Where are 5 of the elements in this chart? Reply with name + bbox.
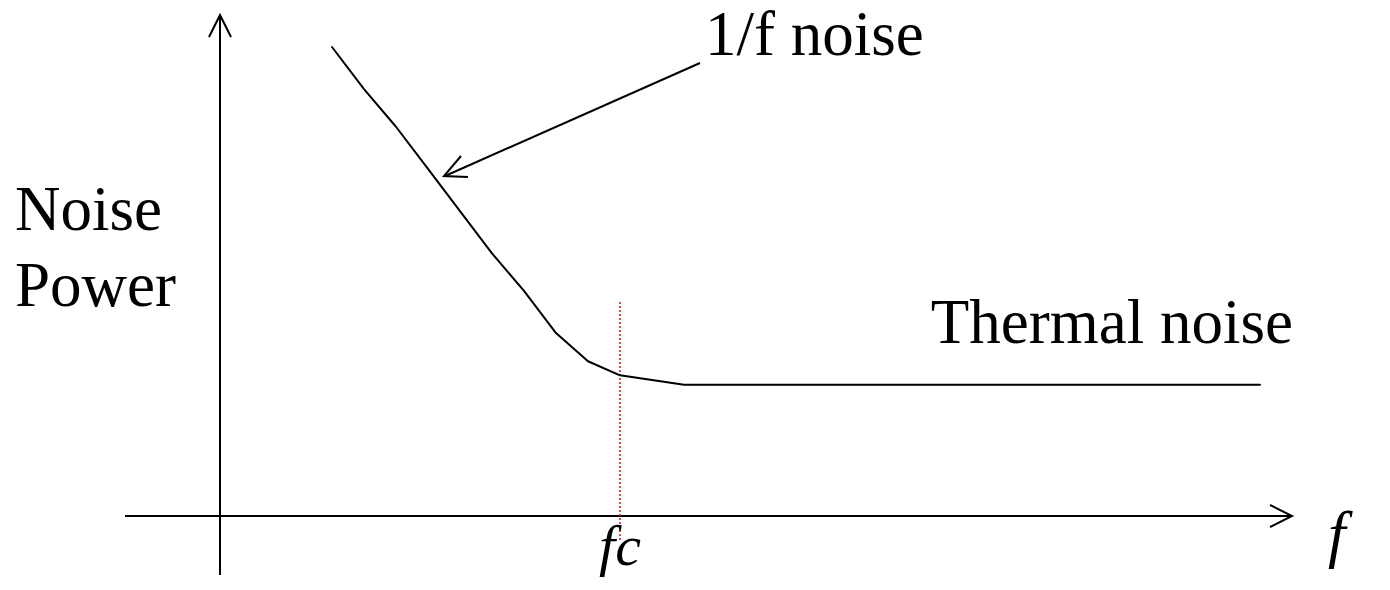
- y-axis-title: Noise Power: [15, 174, 176, 320]
- annotation: Thermal noise: [930, 287, 1293, 357]
- x-axis-title: f: [1328, 499, 1353, 569]
- text: fc: [599, 513, 641, 578]
- annotation: 1/f noise: [705, 0, 924, 69]
